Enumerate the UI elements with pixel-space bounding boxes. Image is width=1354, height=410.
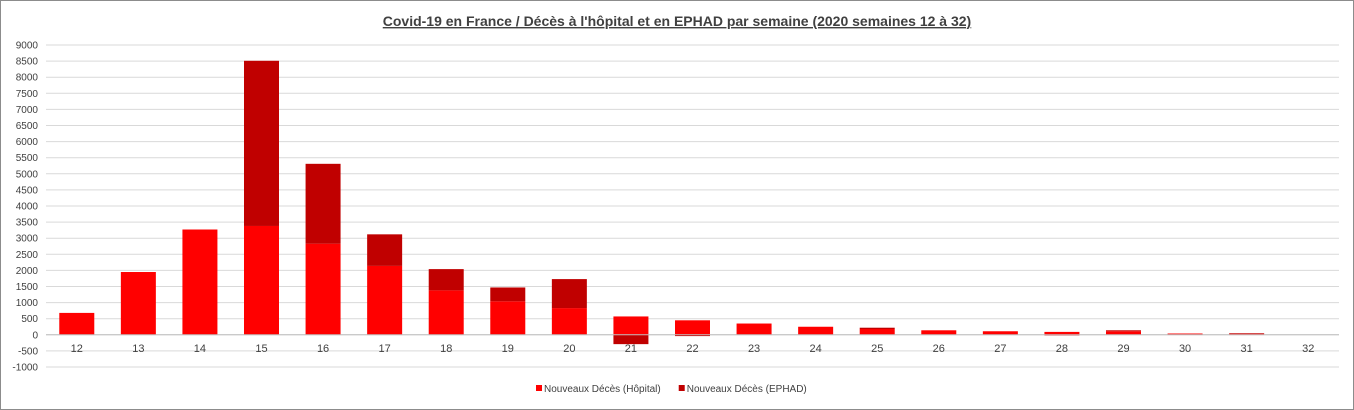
x-tick-label: 32 [1302,343,1314,355]
x-tick-label: 27 [994,343,1006,355]
y-tick-label: 500 [21,314,38,325]
bar-segment-series-1 [305,163,341,244]
x-tick-label: 15 [255,343,267,355]
y-tick-label: 7500 [16,89,39,100]
legend-swatch [536,385,542,391]
bar-segment-series-1 [428,269,464,291]
legend: Nouveaux Décès (Hôpital) Nouveaux Décès (… [536,384,807,395]
y-tick-label: 1500 [16,282,39,293]
bar-segment-series-0 [428,290,464,335]
bar-segment-series-1 [1106,330,1141,332]
x-tick-label: 17 [379,343,391,355]
y-tick-label: 6000 [16,137,39,148]
x-tick-label: 23 [748,343,760,355]
bar-segment-series-0 [1106,331,1141,335]
y-axis-tick-labels: 9000850080007500700065006000550050004500… [12,41,38,374]
legend-label: Nouveaux Décès (EPHAD) [687,384,807,395]
bar-segment-series-1 [551,279,587,309]
x-tick-label: 16 [317,343,329,355]
y-tick-label: 3000 [16,234,39,245]
x-tick-label: 12 [71,343,83,355]
bar-segment-series-1 [367,234,403,266]
x-tick-label: 24 [810,343,822,355]
x-tick-label: 30 [1179,343,1191,355]
bar-segment-series-0 [613,316,649,335]
y-tick-label: -1000 [12,363,38,374]
bar-segment-series-0 [59,312,95,335]
x-tick-label: 22 [686,343,698,355]
bar-segment-series-0 [921,330,957,335]
bar-segment-series-0 [182,229,218,335]
y-tick-label: 6500 [16,121,39,132]
bar-segment-series-0 [675,320,710,335]
bar-segment-series-1 [859,327,895,330]
x-tick-label: 28 [1056,343,1068,355]
bar-segment-series-0 [1044,331,1080,335]
x-tick-label: 19 [502,343,514,355]
x-axis-tick-labels: 12 13 14 15 16 17 18 19 20 21 22 23 24 25 26 27 28 29 30 31… [71,343,1315,355]
bar-segment-series-0 [551,308,587,335]
x-tick-label: 29 [1117,343,1129,355]
bar-segment-series-0 [367,265,403,335]
bar-segment-series-1 [1229,333,1265,334]
bar-segment-series-1 [613,334,649,345]
y-tick-label: 8000 [16,73,39,84]
y-tick-label: 2000 [16,266,39,277]
bar-segment-series-0 [859,329,895,335]
x-tick-label: 26 [933,343,945,355]
bar-segment-series-1 [675,334,710,337]
x-tick-label: 13 [132,343,144,355]
x-tick-label: 20 [563,343,575,355]
bar-segment-series-0 [244,225,279,335]
bar-segment-series-0 [736,323,772,335]
y-tick-label: 4000 [16,202,39,213]
bar-segment-series-0 [490,301,526,335]
y-tick-label: 5500 [16,153,39,164]
y-tick-label: 7000 [16,105,39,116]
legend-swatch [678,385,685,391]
bar-segment-series-1 [244,60,279,226]
grid-lines [46,44,1339,368]
y-tick-label: 2500 [16,250,39,261]
x-tick-label: 18 [440,343,452,355]
x-tick-label: 21 [625,343,637,355]
bar-segment-series-0 [798,326,834,335]
y-tick-label: 1000 [16,298,39,309]
bar-segment-series-0 [120,272,156,335]
bar-segment-series-0 [982,331,1018,335]
y-tick-label: 3500 [16,218,39,229]
y-tick-label: 9000 [16,41,39,52]
legend-label: Nouveaux Décès (Hôpital) [544,384,661,395]
chart-title: Covid-19 en France / Décès à l'hôpital e… [383,13,971,29]
y-tick-label: 8500 [16,57,39,68]
y-tick-label: 4500 [16,185,39,196]
bar-segment-series-0 [305,243,341,335]
x-tick-label: 25 [871,343,883,355]
y-tick-label: 0 [32,330,38,341]
bars [59,60,1265,345]
y-tick-label: 5000 [16,169,39,180]
x-tick-label: 14 [194,343,206,355]
bar-segment-series-0 [1167,333,1203,335]
x-tick-label: 31 [1241,343,1253,355]
bar-segment-series-1 [490,287,526,302]
y-tick-label: -500 [18,346,38,357]
